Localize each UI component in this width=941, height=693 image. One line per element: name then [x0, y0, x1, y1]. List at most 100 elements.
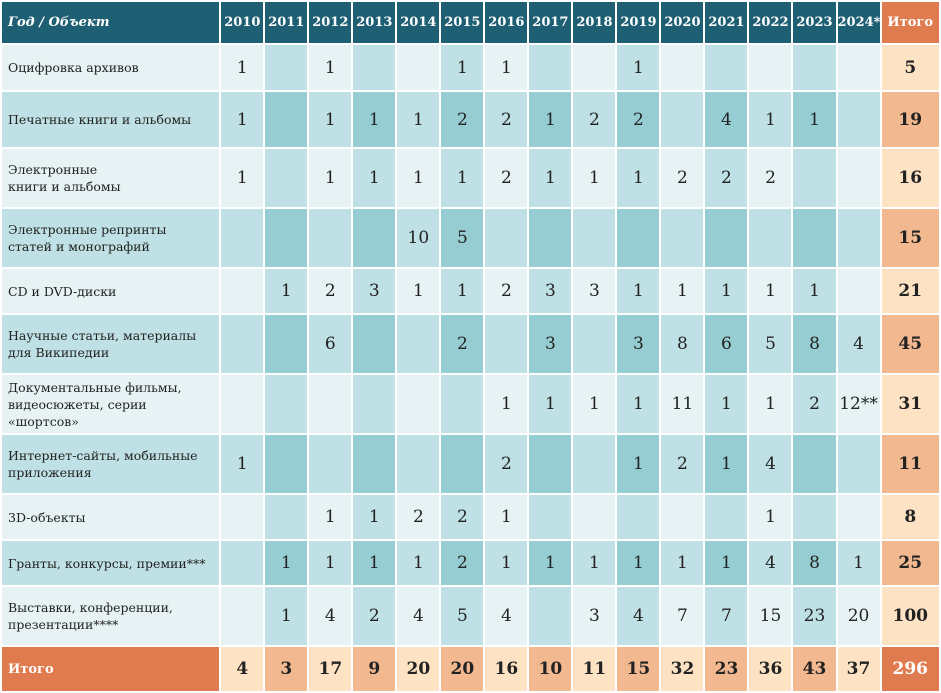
- row-total: 8: [881, 495, 939, 539]
- value-cell: 2: [485, 435, 528, 493]
- value-cell: [353, 45, 396, 90]
- value-cell: 1: [353, 149, 396, 207]
- value-cell: [793, 209, 836, 267]
- value-cell: 1: [749, 375, 792, 433]
- row-label: 3D-объекты: [2, 495, 220, 539]
- value-cell: 2: [485, 92, 528, 147]
- value-cell: [221, 209, 264, 267]
- value-cell: 3: [573, 587, 616, 645]
- value-cell: 5: [749, 315, 792, 373]
- value-cell: 15: [749, 587, 792, 645]
- value-cell: 1: [617, 375, 660, 433]
- row-label: Электронные репринты статей и монографий: [2, 209, 220, 267]
- value-cell: [793, 149, 836, 207]
- value-cell: 1: [617, 435, 660, 493]
- row-label-line: Электронные: [8, 162, 98, 177]
- value-cell: 4: [309, 587, 352, 645]
- value-cell: [529, 209, 572, 267]
- year-header: 2017: [529, 2, 572, 43]
- table-row: Гранты, конкурсы, премии*** 1 1 1 1 2 1 1 1 1 1 1 4 8…: [2, 541, 939, 585]
- footer-year-total: 9: [353, 647, 396, 691]
- value-cell: 10: [397, 209, 440, 267]
- value-cell: 1: [705, 375, 748, 433]
- row-total: 100: [881, 587, 939, 645]
- value-cell: 1: [309, 92, 352, 147]
- value-cell: [837, 209, 880, 267]
- value-cell: 20: [837, 587, 880, 645]
- value-cell: [353, 209, 396, 267]
- value-cell: 1: [529, 541, 572, 585]
- row-total: 31: [881, 375, 939, 433]
- value-cell: [529, 587, 572, 645]
- value-cell: 1: [441, 45, 484, 90]
- footer-year-total: 32: [661, 647, 704, 691]
- value-cell: [837, 92, 880, 147]
- row-label-line: Выставки, конференции,: [8, 600, 173, 615]
- row-label-line: Электронные репринты: [8, 222, 167, 237]
- value-cell: [265, 435, 308, 493]
- year-header: 2024*: [837, 2, 880, 43]
- row-label-line: Печатные книги и альбомы: [8, 112, 192, 127]
- grand-total: 296: [881, 647, 939, 691]
- row-total: 45: [881, 315, 939, 373]
- value-cell: 3: [573, 269, 616, 313]
- year-header: 2019: [617, 2, 660, 43]
- year-header: 2015: [441, 2, 484, 43]
- value-cell: 1: [221, 45, 264, 90]
- value-cell: [353, 375, 396, 433]
- value-cell: 1: [661, 269, 704, 313]
- value-cell: [573, 435, 616, 493]
- table-row: Электронные книги и альбомы 1 1 1 1 1 2 1 1 1 2 2 2 16: [2, 149, 939, 207]
- total-header: Итого: [881, 2, 939, 43]
- value-cell: 11: [661, 375, 704, 433]
- value-cell: 2: [617, 92, 660, 147]
- row-label-line: презентации****: [8, 617, 119, 632]
- value-cell: 1: [617, 269, 660, 313]
- value-cell: 8: [793, 315, 836, 373]
- value-cell: 2: [485, 269, 528, 313]
- value-cell: 7: [705, 587, 748, 645]
- value-cell: 1: [749, 495, 792, 539]
- value-cell: [617, 495, 660, 539]
- value-cell: 1: [705, 541, 748, 585]
- row-label: Документальные фильмы, видеосюжеты, серии…: [2, 375, 220, 433]
- value-cell: 2: [573, 92, 616, 147]
- table-row: Электронные репринты статей и монографий 1…: [2, 209, 939, 267]
- value-cell: 5: [441, 209, 484, 267]
- row-label: Оцифровка архивов: [2, 45, 220, 90]
- value-cell: 2: [441, 541, 484, 585]
- row-label-line: приложения: [8, 465, 92, 480]
- value-cell: [265, 495, 308, 539]
- year-header: 2022: [749, 2, 792, 43]
- value-cell: 2: [441, 495, 484, 539]
- value-cell: [265, 45, 308, 90]
- value-cell: 1: [397, 541, 440, 585]
- value-cell: 1: [573, 149, 616, 207]
- value-cell: [221, 495, 264, 539]
- value-cell: [485, 315, 528, 373]
- value-cell: 3: [529, 315, 572, 373]
- row-label-line: Научные статьи, материалы: [8, 328, 197, 343]
- value-cell: [353, 315, 396, 373]
- value-cell: 1: [265, 541, 308, 585]
- value-cell: [837, 45, 880, 90]
- value-cell: [705, 209, 748, 267]
- value-cell: [309, 209, 352, 267]
- value-cell: [397, 315, 440, 373]
- value-cell: 3: [353, 269, 396, 313]
- value-cell: [573, 45, 616, 90]
- value-cell: 4: [749, 541, 792, 585]
- row-label-line: статей и монографий: [8, 239, 150, 254]
- value-cell: [837, 149, 880, 207]
- row-total: 5: [881, 45, 939, 90]
- value-cell: 1: [485, 495, 528, 539]
- value-cell: [793, 435, 836, 493]
- value-cell: [221, 315, 264, 373]
- value-cell: [749, 45, 792, 90]
- value-cell: 2: [309, 269, 352, 313]
- value-cell: 1: [661, 541, 704, 585]
- footer-year-total: 20: [441, 647, 484, 691]
- value-cell: 1: [397, 269, 440, 313]
- value-cell: 2: [705, 149, 748, 207]
